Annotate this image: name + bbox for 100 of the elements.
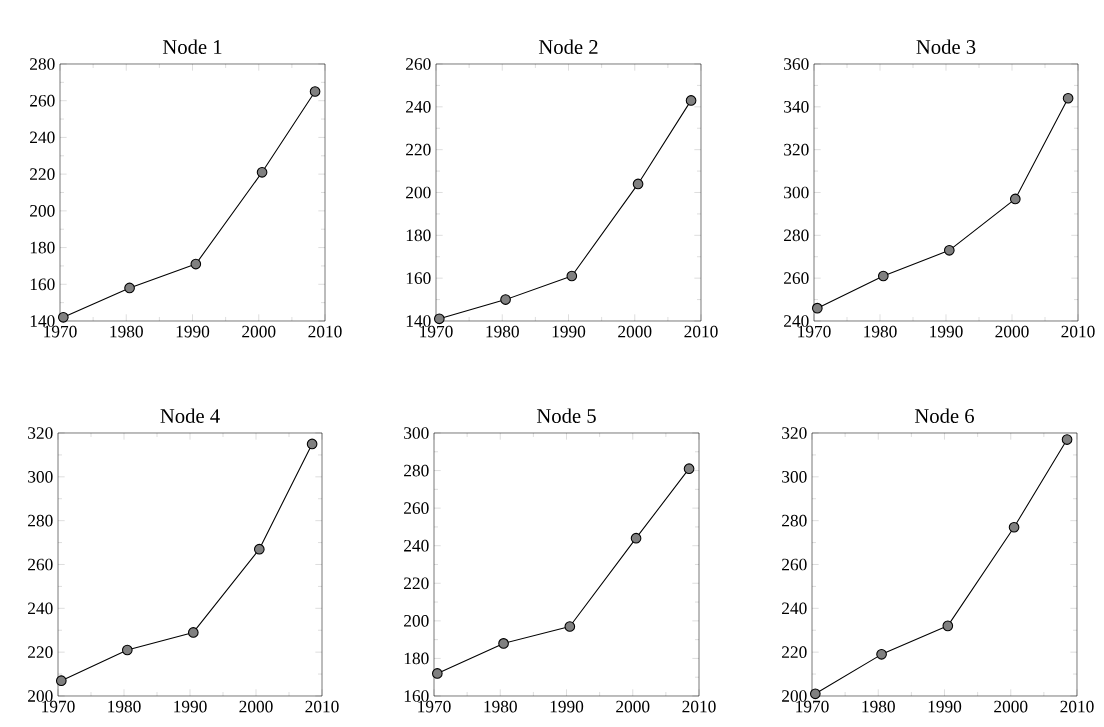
x-tick-label: 1970 — [44, 325, 77, 338]
x-tick-label: 2010 — [305, 700, 339, 713]
y-tick-label: 280 — [782, 514, 807, 527]
y-tick-label: 240 — [404, 539, 429, 552]
x-tick-label: 2000 — [995, 325, 1029, 338]
y-tick-label: 240 — [782, 602, 807, 615]
point — [1062, 92, 1074, 104]
point — [809, 688, 821, 700]
y-tick-label: 220 — [782, 646, 807, 659]
y-tick-label: 200 — [404, 615, 429, 627]
x-tick-label: 2000 — [616, 700, 650, 713]
y-tick-label: 240 — [28, 602, 53, 615]
x-tick-label: 2010 — [1060, 700, 1094, 713]
point — [1008, 521, 1020, 533]
y-tick-label: 240 — [30, 131, 55, 144]
y-tick-label: 280 — [404, 464, 429, 477]
x-tick-label: 1980 — [864, 325, 897, 338]
point — [124, 282, 135, 294]
y-tick-label: 220 — [28, 646, 53, 659]
point — [55, 675, 67, 686]
y-tick-label: 280 — [28, 514, 53, 527]
point — [630, 532, 642, 544]
point — [190, 258, 202, 270]
x-tick-label: 1970 — [798, 325, 831, 338]
y-tick-label: 260 — [404, 502, 429, 514]
point — [253, 543, 265, 555]
x-tick-label: 1980 — [110, 325, 143, 338]
x-tick-label: 1980 — [862, 700, 895, 713]
chart-title: Node 6 — [914, 408, 975, 423]
point — [564, 621, 576, 632]
y-tick-label: 300 — [404, 427, 429, 439]
x-tick-label: 1990 — [552, 325, 586, 338]
y-tick-label: 180 — [30, 241, 55, 254]
y-tick-label: 260 — [784, 272, 809, 285]
x-tick-label: 2010 — [1061, 325, 1095, 338]
y-tick-label: 140 — [406, 315, 431, 327]
x-tick-label: 1970 — [42, 700, 75, 713]
y-tick-label: 360 — [784, 58, 809, 70]
x-tick-label: 2000 — [242, 325, 276, 338]
point — [500, 294, 511, 305]
y-tick-label: 280 — [30, 58, 55, 70]
y-tick-label: 180 — [406, 229, 431, 242]
point — [187, 627, 199, 638]
x-tick-label: 2000 — [994, 700, 1028, 713]
x-tick-label: 1990 — [928, 700, 962, 713]
y-tick-label: 260 — [782, 558, 807, 571]
y-tick-label: 220 — [30, 168, 55, 180]
y-tick-label: 260 — [28, 558, 53, 571]
x-tick-label: 1970 — [420, 325, 453, 338]
point — [942, 620, 954, 632]
x-tick-label: 2010 — [684, 325, 718, 338]
y-tick-label: 220 — [406, 143, 431, 156]
point — [685, 95, 697, 106]
chart-title: Node 2 — [538, 39, 598, 54]
chart-title: Node 5 — [536, 408, 596, 423]
y-tick-label: 240 — [406, 100, 431, 113]
chart-title: Node 4 — [160, 408, 220, 423]
point — [1009, 193, 1021, 205]
y-tick-label: 280 — [784, 229, 809, 242]
point — [57, 311, 69, 323]
x-tick-label: 2000 — [618, 325, 652, 338]
y-tick-label: 160 — [404, 690, 429, 702]
point — [431, 668, 443, 679]
y-tick-label: 220 — [404, 577, 429, 590]
y-tick-label: 160 — [406, 272, 431, 285]
x-tick-label: 1980 — [484, 700, 517, 713]
point — [121, 644, 133, 656]
y-tick-label: 200 — [782, 690, 807, 702]
point — [498, 638, 509, 649]
point — [256, 166, 268, 178]
y-tick-label: 200 — [30, 205, 55, 217]
chart-title: Node 1 — [162, 39, 222, 54]
y-tick-label: 260 — [406, 58, 431, 70]
point — [632, 178, 644, 190]
point — [309, 86, 321, 97]
y-tick-label: 300 — [784, 186, 809, 199]
x-tick-label: 1990 — [176, 325, 210, 338]
y-tick-label: 300 — [28, 470, 53, 483]
y-tick-label: 180 — [404, 652, 429, 665]
point — [306, 438, 318, 450]
x-tick-label: 2000 — [239, 700, 273, 713]
y-tick-label: 200 — [28, 690, 53, 702]
y-tick-label: 320 — [782, 427, 807, 439]
y-tick-label: 320 — [28, 427, 53, 439]
x-tick-label: 1990 — [930, 325, 963, 338]
point — [433, 313, 445, 325]
point — [876, 649, 887, 660]
point — [811, 302, 823, 314]
x-tick-label: 2010 — [682, 700, 716, 713]
x-tick-label: 2010 — [308, 325, 342, 338]
y-tick-label: 340 — [784, 100, 809, 113]
y-tick-label: 140 — [30, 315, 55, 327]
x-tick-label: 1990 — [550, 700, 584, 713]
y-tick-label: 240 — [784, 315, 809, 327]
chart-title: Node 3 — [916, 39, 976, 54]
y-tick-label: 200 — [406, 186, 431, 199]
point — [943, 244, 955, 256]
x-tick-label: 1970 — [418, 700, 451, 713]
y-tick-label: 300 — [782, 470, 807, 483]
x-tick-label: 1980 — [486, 325, 519, 338]
